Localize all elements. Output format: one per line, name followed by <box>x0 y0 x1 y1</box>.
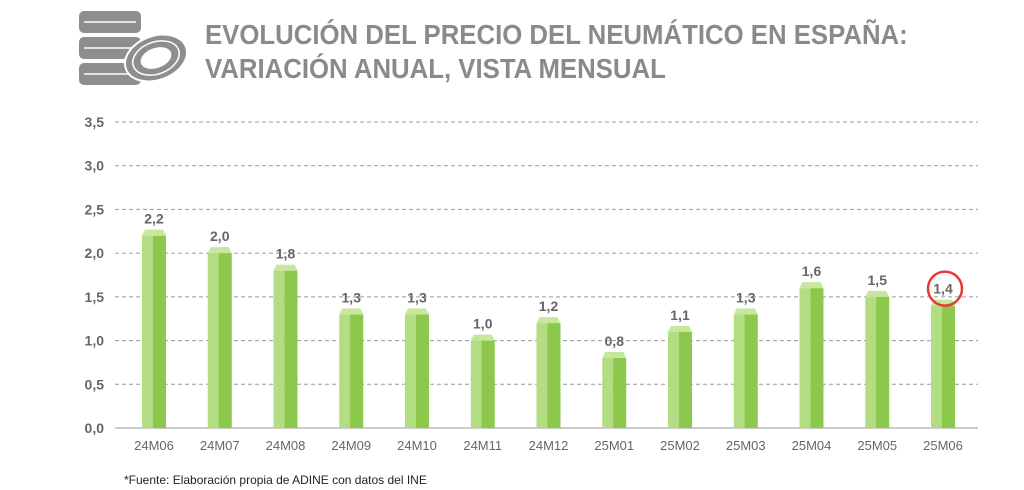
bar-front-face <box>284 270 298 428</box>
bar-front-face <box>941 305 955 428</box>
bar-value-label: 1,1 <box>670 307 690 323</box>
bar-value-label: 1,2 <box>539 298 559 314</box>
y-tick-label: 1,5 <box>85 289 105 305</box>
bar-light-face <box>931 305 942 428</box>
bar-light-face <box>602 358 614 428</box>
y-tick-label: 3,5 <box>85 114 105 130</box>
bar-top-face <box>207 247 232 254</box>
x-tick-label: 25M06 <box>923 438 963 453</box>
bar-value-label: 1,3 <box>407 289 427 305</box>
bar-top-face <box>405 308 429 315</box>
bar-top-face <box>273 264 298 271</box>
bar-top-face <box>536 317 561 324</box>
bar-front-face <box>613 358 627 428</box>
bar-light-face <box>470 340 482 428</box>
x-tick-label: 25M04 <box>792 438 832 453</box>
x-tick-label: 24M08 <box>266 438 306 453</box>
bar-front-face <box>547 323 561 428</box>
bar-front-face <box>810 288 824 428</box>
title-line-2: VARIACIÓN ANUAL, VISTA MENSUAL <box>205 53 666 84</box>
bar-front-face <box>218 253 232 428</box>
y-tick-label: 2,0 <box>85 245 105 261</box>
bar-light-face <box>339 314 351 428</box>
x-tick-label: 24M10 <box>397 438 437 453</box>
bar-value-label: 1,4 <box>933 281 953 297</box>
bar-light-face <box>536 323 548 428</box>
x-tick-label: 25M02 <box>660 438 700 453</box>
bar-light-face <box>799 288 811 428</box>
bar-front-face <box>678 331 692 428</box>
bar-top-face <box>799 282 824 289</box>
bar-top-face <box>865 290 890 297</box>
x-tick-label: 25M05 <box>857 438 897 453</box>
y-tick-label: 0,5 <box>85 376 105 392</box>
source-footnote: *Fuente: Elaboración propia de ADINE con… <box>124 473 427 487</box>
bar-value-label: 1,6 <box>802 263 822 279</box>
x-tick-label: 24M12 <box>529 438 569 453</box>
bar-light-face <box>865 296 877 428</box>
bar-light-face <box>207 253 219 428</box>
title-line-1: EVOLUCIÓN DEL PRECIO DEL NEUMÁTICO EN ES… <box>205 19 908 50</box>
bar-top-face <box>602 352 627 359</box>
bar-top-face <box>339 308 364 315</box>
bar-front-face <box>876 296 890 428</box>
highlight-circle <box>926 270 964 307</box>
x-tick-label: 24M07 <box>200 438 240 453</box>
x-tick-label: 25M03 <box>726 438 766 453</box>
bar-light-face <box>405 314 416 428</box>
tire-stack-icon <box>77 9 188 87</box>
bar-value-label: 2,2 <box>144 211 164 227</box>
bar-light-face <box>273 270 285 428</box>
bar-value-label: 1,3 <box>736 289 756 305</box>
header: EVOLUCIÓN DEL PRECIO DEL NEUMÁTICO EN ES… <box>0 0 1024 100</box>
x-tick-label: 24M11 <box>463 438 502 453</box>
bar-value-label: 0,8 <box>605 333 625 349</box>
bar-value-label: 1,0 <box>473 316 493 332</box>
bar-light-face <box>668 331 679 428</box>
bar-top-face <box>668 325 692 332</box>
bar-value-label: 1,3 <box>342 289 362 305</box>
y-tick-label: 1,0 <box>85 333 105 349</box>
bar-front-face <box>152 235 166 428</box>
y-tick-label: 3,0 <box>85 158 105 174</box>
x-tick-label: 24M06 <box>134 438 174 453</box>
bar-light-face <box>142 235 153 428</box>
bar-chart: 0,0 0,5 1,0 1,5 2,0 2,5 3,0 3,5 2,2 24M06 2,0 24M07… <box>85 114 978 453</box>
y-tick-label: 0,0 <box>85 420 105 436</box>
bar-front-face <box>415 314 429 428</box>
bar-value-label: 2,0 <box>210 228 230 244</box>
x-tick-label: 24M09 <box>331 438 371 453</box>
bar-top-face <box>470 334 495 341</box>
bar-top-face <box>142 229 166 236</box>
x-tick-label: 25M01 <box>594 438 634 453</box>
bar-light-face <box>733 314 745 428</box>
chart-title: EVOLUCIÓN DEL PRECIO DEL NEUMÁTICO EN ES… <box>205 18 941 86</box>
bar-front-face <box>481 340 495 428</box>
y-tick-label: 2,5 <box>85 201 105 217</box>
bar-front-face <box>744 314 758 428</box>
bar-value-label: 1,5 <box>868 272 888 288</box>
bar-top-face <box>733 308 758 315</box>
bar-front-face <box>350 314 364 428</box>
bar-value-label: 1,8 <box>276 246 296 262</box>
